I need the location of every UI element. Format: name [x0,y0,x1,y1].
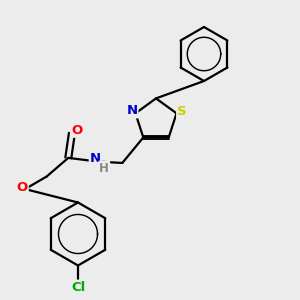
Text: H: H [99,162,109,175]
Text: N: N [90,152,101,165]
Text: Cl: Cl [71,280,85,294]
Text: S: S [177,105,187,118]
Text: O: O [72,124,83,137]
Text: N: N [126,104,137,117]
Text: O: O [16,181,28,194]
